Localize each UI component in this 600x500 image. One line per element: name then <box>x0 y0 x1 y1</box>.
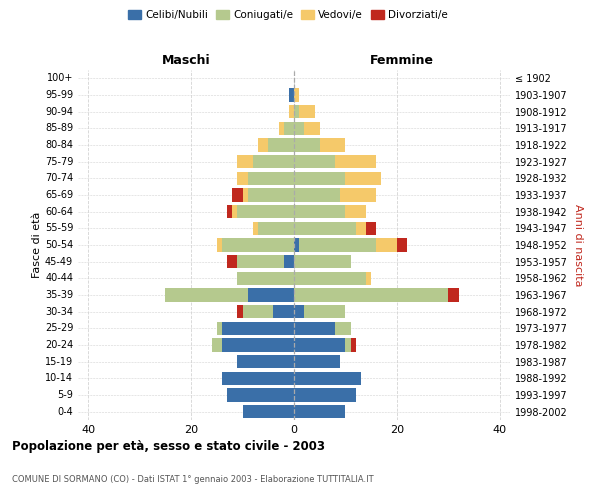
Bar <box>376 238 397 252</box>
Bar <box>227 205 232 218</box>
Bar <box>294 88 299 102</box>
Bar <box>294 255 350 268</box>
Bar <box>294 238 299 252</box>
Bar <box>289 105 294 118</box>
Bar <box>248 288 294 302</box>
Bar <box>248 172 294 185</box>
Bar <box>258 138 268 151</box>
Bar <box>320 138 346 151</box>
Bar <box>284 255 294 268</box>
Bar <box>294 188 340 202</box>
Bar <box>242 305 274 318</box>
Bar <box>304 305 346 318</box>
Bar <box>238 205 294 218</box>
Bar <box>356 222 366 235</box>
Bar <box>299 238 376 252</box>
Bar <box>294 405 346 418</box>
Bar <box>222 322 294 335</box>
Bar <box>294 138 320 151</box>
Bar <box>238 305 242 318</box>
Bar <box>232 205 238 218</box>
Bar <box>166 288 248 302</box>
Bar <box>258 222 294 235</box>
Bar <box>366 272 371 285</box>
Bar <box>294 355 340 368</box>
Bar <box>248 188 294 202</box>
Bar <box>448 288 458 302</box>
Bar <box>294 372 361 385</box>
Bar <box>278 122 284 135</box>
Bar <box>346 205 366 218</box>
Bar <box>289 88 294 102</box>
Bar <box>284 122 294 135</box>
Bar <box>397 238 407 252</box>
Bar <box>340 188 376 202</box>
Bar <box>294 338 346 351</box>
Bar <box>232 188 242 202</box>
Bar <box>217 322 222 335</box>
Bar <box>304 122 320 135</box>
Bar <box>222 238 294 252</box>
Bar <box>346 172 382 185</box>
Bar <box>227 388 294 402</box>
Bar <box>346 338 350 351</box>
Bar <box>294 288 448 302</box>
Text: Maschi: Maschi <box>161 54 211 66</box>
Bar <box>253 222 258 235</box>
Bar <box>253 155 294 168</box>
Legend: Celibi/Nubili, Coniugati/e, Vedovi/e, Divorziati/e: Celibi/Nubili, Coniugati/e, Vedovi/e, Di… <box>127 8 449 22</box>
Bar <box>222 372 294 385</box>
Bar <box>294 322 335 335</box>
Bar <box>238 272 294 285</box>
Bar <box>350 338 356 351</box>
Bar <box>238 172 248 185</box>
Bar <box>294 272 366 285</box>
Bar <box>294 205 346 218</box>
Bar <box>217 238 222 252</box>
Bar <box>268 138 294 151</box>
Y-axis label: Anni di nascita: Anni di nascita <box>573 204 583 286</box>
Bar <box>212 338 222 351</box>
Bar <box>274 305 294 318</box>
Bar <box>294 305 304 318</box>
Bar <box>294 388 356 402</box>
Bar <box>222 338 294 351</box>
Text: Popolazione per età, sesso e stato civile - 2003: Popolazione per età, sesso e stato civil… <box>12 440 325 453</box>
Bar <box>242 188 248 202</box>
Bar <box>238 155 253 168</box>
Text: Femmine: Femmine <box>370 54 434 66</box>
Bar <box>294 155 335 168</box>
Bar <box>294 172 346 185</box>
Bar <box>238 255 284 268</box>
Bar <box>242 405 294 418</box>
Bar <box>335 155 376 168</box>
Bar <box>294 105 299 118</box>
Bar <box>238 355 294 368</box>
Y-axis label: Fasce di età: Fasce di età <box>32 212 42 278</box>
Bar <box>335 322 350 335</box>
Bar <box>366 222 376 235</box>
Text: COMUNE DI SORMANO (CO) - Dati ISTAT 1° gennaio 2003 - Elaborazione TUTTITALIA.IT: COMUNE DI SORMANO (CO) - Dati ISTAT 1° g… <box>12 475 374 484</box>
Bar <box>294 122 304 135</box>
Bar <box>227 255 238 268</box>
Bar <box>294 222 356 235</box>
Bar <box>299 105 314 118</box>
